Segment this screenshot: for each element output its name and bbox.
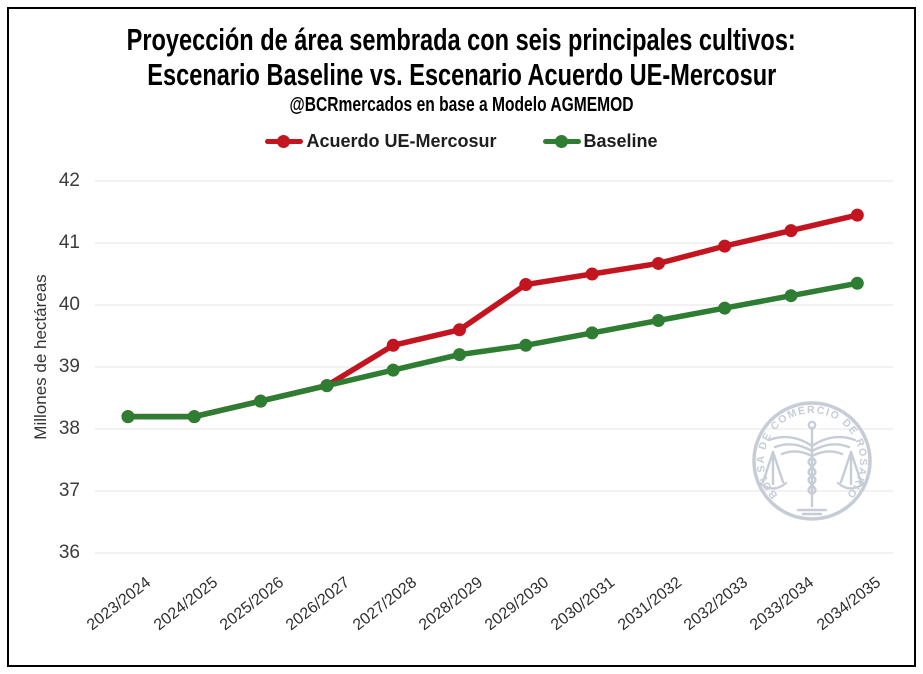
legend-label-acuerdo: Acuerdo UE-Mercosur	[306, 131, 497, 151]
data-point	[320, 379, 334, 393]
data-point	[519, 278, 533, 292]
chart-title-line2-text: Escenario Baseline vs. Escenario Acuerdo…	[147, 57, 776, 92]
legend-dot-icon	[277, 135, 291, 148]
legend-item-acuerdo: Acuerdo UE-Mercosur	[265, 131, 497, 152]
data-point	[850, 276, 864, 290]
y-tick-label: 40	[58, 294, 80, 315]
series-line-1	[125, 280, 861, 420]
data-point	[453, 348, 466, 362]
y-tick-label: 37	[58, 480, 80, 501]
data-point	[718, 239, 732, 253]
data-point	[585, 267, 599, 281]
chart-title-line2: Escenario Baseline vs. Escenario Acuerdo…	[0, 57, 923, 93]
y-tick-label: 39	[58, 356, 80, 377]
watermark-logo: BOLSA DE COMERCIO DE ROSARIO	[752, 401, 872, 521]
chart-title-line1: Proyección de área sembrada con seis pri…	[0, 22, 923, 58]
data-point	[453, 323, 466, 337]
watermark-outer-circle	[752, 401, 872, 521]
data-point	[519, 338, 533, 352]
data-point	[784, 289, 798, 303]
legend: Acuerdo UE-Mercosur Baseline	[0, 131, 923, 152]
chart-title-line1-text: Proyección de área sembrada con seis pri…	[126, 22, 797, 57]
caduceus-icon	[758, 420, 866, 516]
legend-item-baseline: Baseline	[542, 131, 658, 152]
legend-marker-baseline	[542, 134, 581, 149]
data-point	[784, 224, 798, 238]
chart-subtitle-text: @BCRmercados en base a Modelo AGMEMOD	[289, 94, 634, 116]
data-point	[718, 301, 732, 315]
data-point	[254, 394, 268, 408]
y-tick-label: 36	[58, 542, 80, 563]
data-point	[386, 338, 400, 352]
legend-marker-acuerdo	[265, 134, 304, 149]
chart-subtitle: @BCRmercados en base a Modelo AGMEMOD	[0, 94, 923, 117]
data-point	[187, 410, 201, 424]
y-tick-label: 41	[58, 232, 80, 253]
data-point	[651, 314, 665, 327]
data-point	[850, 208, 864, 222]
y-tick-label: 42	[58, 170, 80, 191]
legend-label-baseline: Baseline	[583, 131, 658, 151]
y-tick-label: 38	[58, 418, 80, 439]
data-point	[121, 410, 135, 424]
legend-dot-icon	[554, 135, 568, 148]
data-point	[386, 363, 400, 377]
data-point	[585, 326, 599, 340]
figure-border	[7, 7, 916, 667]
series-line-0	[125, 212, 861, 420]
data-point	[651, 256, 665, 270]
